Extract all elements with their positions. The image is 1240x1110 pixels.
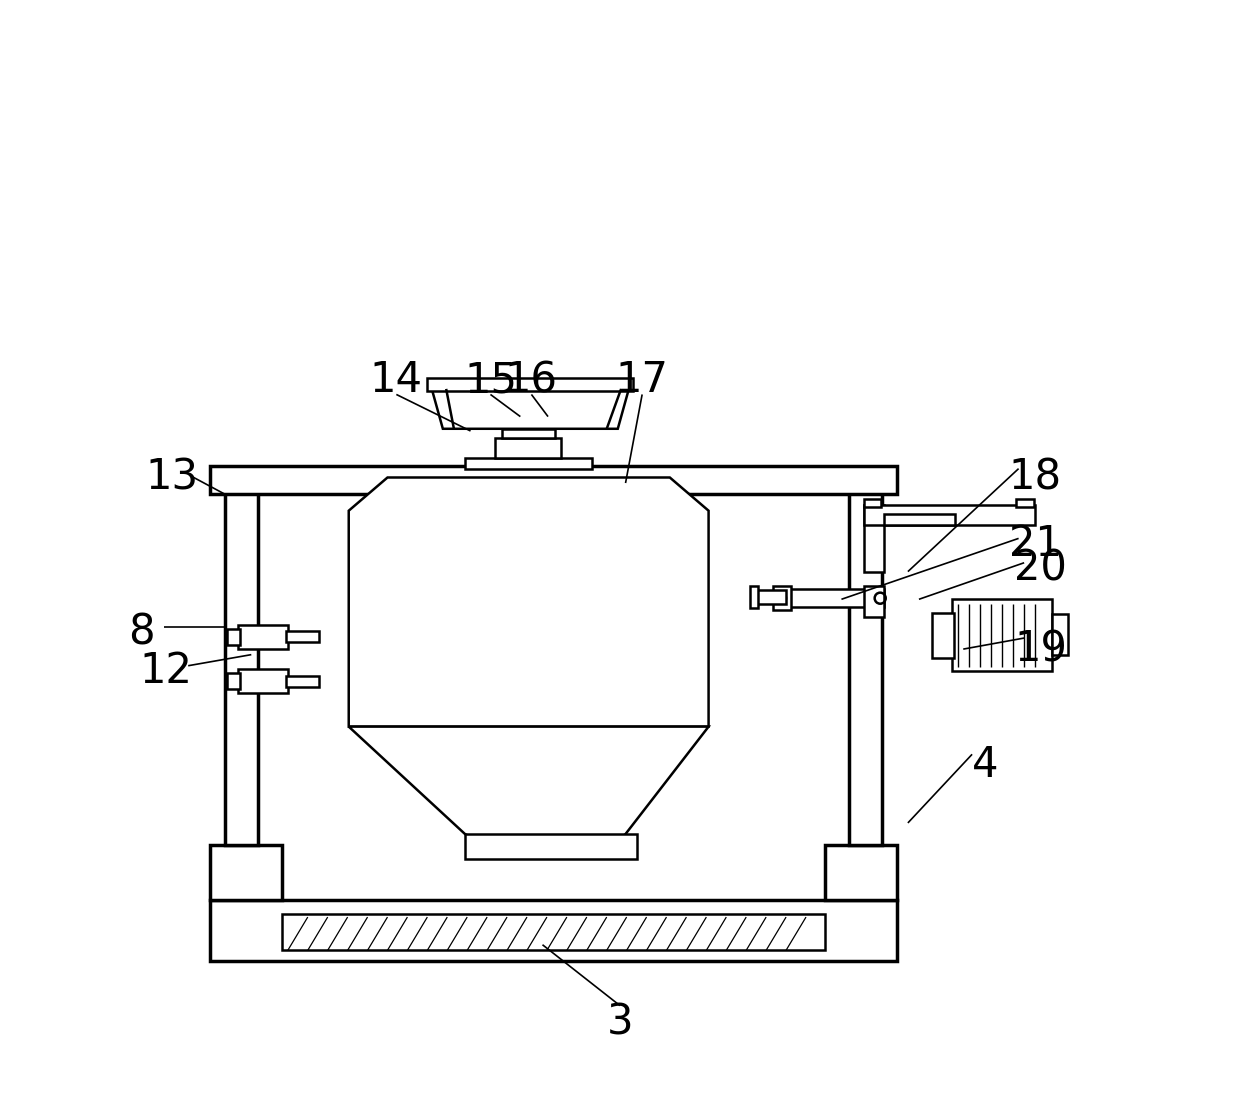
Text: 12: 12 [140,650,192,693]
Bar [884,514,956,525]
Bar [753,591,786,604]
Bar [932,613,955,658]
Bar [465,834,636,859]
Bar [211,845,283,900]
Bar [863,586,884,617]
Text: 19: 19 [1014,628,1068,670]
Text: 16: 16 [505,359,558,401]
Bar [952,599,1052,672]
Bar [227,674,241,689]
Bar [773,586,791,611]
Bar [211,466,897,494]
Bar [283,914,825,950]
Bar [211,900,897,961]
Bar [501,428,554,437]
Bar [227,629,241,645]
Bar [238,625,288,649]
Bar [224,491,258,845]
Bar [749,586,759,608]
Bar [285,632,319,643]
Bar [1017,498,1034,507]
Bar [1052,614,1069,655]
Bar [285,676,319,687]
Bar [863,498,882,507]
Text: 3: 3 [606,1001,634,1043]
Text: 20: 20 [1014,547,1068,589]
Text: 18: 18 [1008,456,1061,498]
Polygon shape [348,477,708,727]
Text: 13: 13 [145,456,198,498]
Polygon shape [432,388,629,428]
Text: 17: 17 [616,359,668,401]
Polygon shape [348,727,708,842]
Text: 8: 8 [129,612,155,654]
Bar [495,437,562,457]
Text: 4: 4 [972,745,998,786]
Bar [238,669,288,694]
Bar [784,589,884,607]
Text: 14: 14 [370,359,423,401]
Text: 21: 21 [1009,523,1061,565]
Bar [863,505,884,572]
Bar [849,491,883,845]
Bar [863,505,1035,525]
Bar [825,845,897,900]
Bar [428,377,634,391]
Bar [465,457,593,468]
Text: 15: 15 [464,359,517,401]
